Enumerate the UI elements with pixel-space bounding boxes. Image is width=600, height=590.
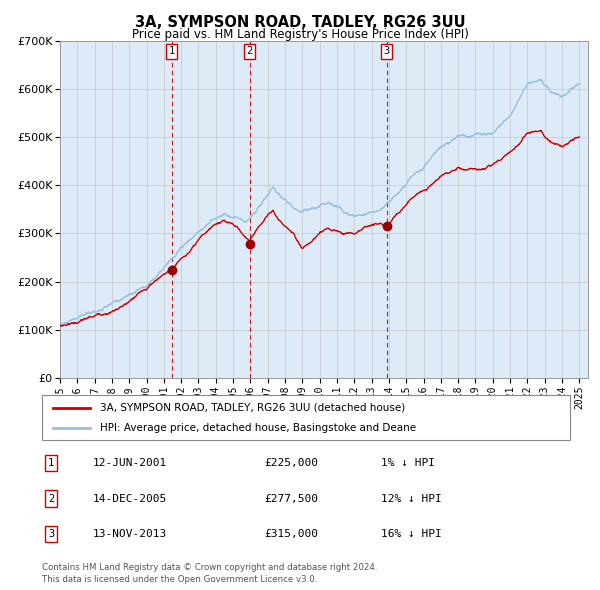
Text: HPI: Average price, detached house, Basingstoke and Deane: HPI: Average price, detached house, Basi…: [100, 424, 416, 434]
Text: £225,000: £225,000: [264, 458, 318, 468]
Text: 3: 3: [383, 47, 390, 56]
Text: 1: 1: [48, 458, 54, 468]
Text: 2: 2: [247, 47, 253, 56]
Text: 12% ↓ HPI: 12% ↓ HPI: [381, 494, 442, 503]
Text: Price paid vs. HM Land Registry's House Price Index (HPI): Price paid vs. HM Land Registry's House …: [131, 28, 469, 41]
Text: 16% ↓ HPI: 16% ↓ HPI: [381, 529, 442, 539]
Text: 3A, SYMPSON ROAD, TADLEY, RG26 3UU: 3A, SYMPSON ROAD, TADLEY, RG26 3UU: [134, 15, 466, 30]
Text: £315,000: £315,000: [264, 529, 318, 539]
Text: 1: 1: [169, 47, 175, 56]
Text: 3: 3: [48, 529, 54, 539]
FancyBboxPatch shape: [42, 395, 570, 440]
Text: 14-DEC-2005: 14-DEC-2005: [93, 494, 167, 503]
Text: 3A, SYMPSON ROAD, TADLEY, RG26 3UU (detached house): 3A, SYMPSON ROAD, TADLEY, RG26 3UU (deta…: [100, 403, 406, 412]
Text: Contains HM Land Registry data © Crown copyright and database right 2024.: Contains HM Land Registry data © Crown c…: [42, 563, 377, 572]
Text: This data is licensed under the Open Government Licence v3.0.: This data is licensed under the Open Gov…: [42, 575, 317, 584]
Text: 12-JUN-2001: 12-JUN-2001: [93, 458, 167, 468]
Text: 2: 2: [48, 494, 54, 503]
Text: 13-NOV-2013: 13-NOV-2013: [93, 529, 167, 539]
Text: £277,500: £277,500: [264, 494, 318, 503]
Text: 1% ↓ HPI: 1% ↓ HPI: [381, 458, 435, 468]
